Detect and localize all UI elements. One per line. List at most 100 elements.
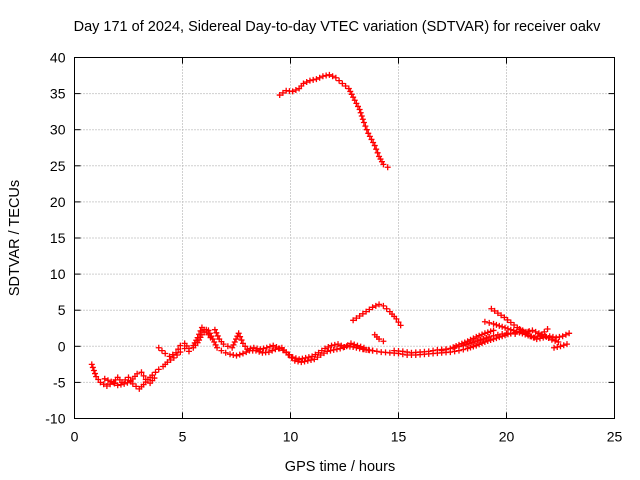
- x-tick-label: 15: [391, 429, 407, 445]
- data-point: [353, 315, 360, 322]
- data-point: [312, 351, 319, 358]
- data-point: [443, 346, 450, 353]
- data-point: [507, 319, 514, 326]
- data-point: [270, 342, 277, 349]
- data-point: [380, 161, 387, 168]
- data-point: [552, 337, 559, 344]
- data-point: [539, 331, 546, 338]
- data-point: [384, 164, 391, 171]
- data-point: [213, 329, 220, 336]
- data-point: [218, 347, 225, 354]
- data-point: [152, 369, 159, 376]
- data-point: [279, 347, 286, 354]
- data-point: [360, 119, 367, 126]
- data-point: [525, 332, 532, 339]
- data-point: [104, 377, 111, 384]
- data-point: [100, 381, 107, 388]
- data-point: [236, 351, 243, 358]
- data-point: [305, 354, 312, 361]
- data-point: [476, 332, 483, 339]
- data-point: [341, 344, 348, 351]
- data-point: [498, 312, 505, 319]
- data-point: [357, 109, 364, 116]
- data-point: [430, 347, 437, 354]
- data-point: [554, 344, 561, 351]
- data-point: [369, 304, 376, 311]
- y-tick-label: 15: [50, 230, 66, 246]
- data-point: [532, 328, 539, 335]
- y-axis-label: SDTVAR / TECUs: [7, 180, 23, 296]
- data-point: [502, 324, 509, 331]
- data-point: [393, 315, 400, 322]
- data-point: [133, 383, 140, 390]
- data-point: [211, 338, 218, 345]
- data-point: [464, 345, 471, 352]
- data-point: [177, 342, 184, 349]
- data-point: [124, 379, 131, 386]
- x-tick-label: 10: [283, 429, 299, 445]
- y-tick-label: 35: [50, 86, 66, 102]
- data-point: [496, 322, 503, 329]
- series-track-high: [276, 71, 391, 171]
- data-point: [486, 333, 493, 340]
- data-point: [363, 126, 370, 133]
- data-point: [328, 342, 335, 349]
- data-point: [455, 341, 462, 348]
- data-point: [300, 80, 307, 87]
- data-point: [336, 77, 343, 84]
- data-point: [560, 342, 567, 349]
- data-point: [553, 334, 560, 341]
- data-point: [243, 349, 250, 356]
- data-point: [101, 375, 108, 382]
- data-point: [376, 336, 383, 343]
- y-tick-label: 20: [50, 194, 66, 210]
- series-track-end-c: [516, 325, 562, 345]
- x-axis-label: GPS time / hours: [285, 459, 395, 475]
- data-point: [504, 316, 511, 323]
- data-point: [467, 344, 474, 351]
- data-point: [477, 336, 484, 343]
- data-point: [206, 330, 213, 337]
- y-tick-label: 30: [50, 122, 66, 138]
- data-point: [327, 347, 334, 354]
- grid: [74, 57, 615, 419]
- data-point: [335, 341, 342, 348]
- data-point: [273, 344, 280, 351]
- data-point: [494, 310, 501, 317]
- series-track-mid-a: [205, 327, 376, 366]
- data-point: [233, 352, 240, 359]
- data-point: [368, 136, 375, 143]
- data-point: [286, 351, 293, 358]
- data-point: [338, 342, 345, 349]
- data-point: [265, 349, 272, 356]
- data-point: [254, 345, 261, 352]
- data-point: [230, 341, 237, 348]
- data-point: [383, 305, 390, 312]
- data-point: [88, 361, 95, 368]
- data-point: [350, 94, 357, 101]
- data-point: [481, 330, 488, 337]
- data-point: [351, 341, 358, 348]
- data-point: [155, 366, 162, 373]
- data-point: [487, 328, 494, 335]
- series-track-hump-small: [371, 331, 387, 345]
- data-point: [351, 97, 358, 104]
- data-point: [158, 347, 165, 354]
- data-point: [162, 350, 169, 357]
- data-point: [196, 331, 203, 338]
- y-tick-label: 25: [50, 158, 66, 174]
- data-point: [167, 357, 174, 364]
- data-point: [222, 349, 229, 356]
- data-point: [114, 382, 121, 389]
- data-point: [372, 302, 379, 309]
- data-point: [330, 346, 337, 353]
- data-point: [276, 345, 283, 352]
- data-point: [450, 344, 457, 351]
- data-point: [490, 332, 497, 339]
- data-point: [534, 333, 541, 340]
- data-point: [360, 346, 367, 353]
- data-point: [323, 72, 330, 79]
- data-point: [208, 333, 215, 340]
- data-point: [479, 331, 486, 338]
- data-point: [526, 328, 533, 335]
